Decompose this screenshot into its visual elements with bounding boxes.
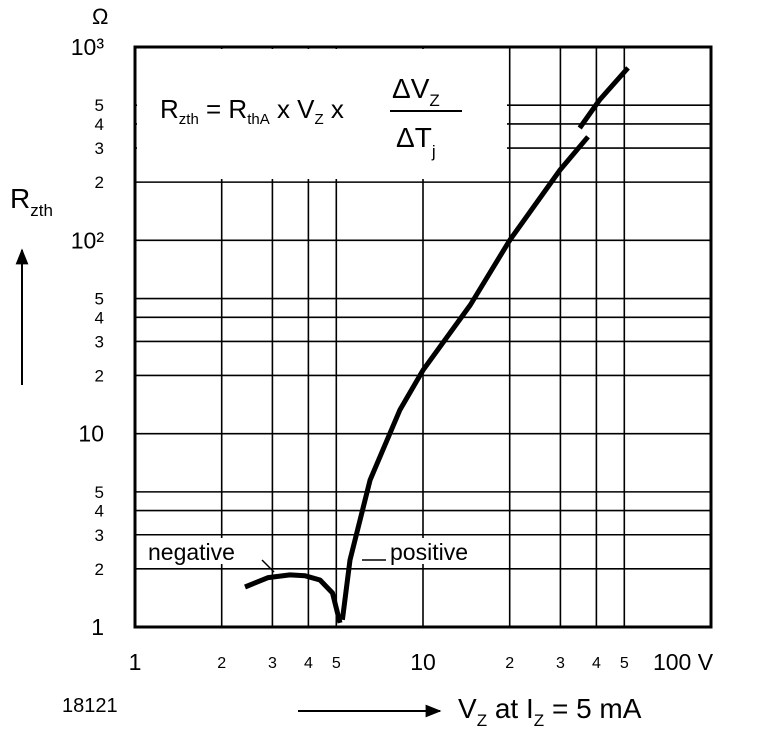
x-label-part: = 5 mA	[544, 693, 642, 724]
x-label-part: V	[458, 693, 477, 724]
x-tick-label: 4	[304, 655, 313, 672]
x-tick-label: 4	[592, 655, 601, 672]
y-label-part: R	[10, 183, 30, 214]
x-tick-label: 10	[410, 649, 436, 675]
y-axis-label: Rzth	[10, 183, 53, 220]
formula-box	[137, 49, 507, 179]
y-tick-label: 5	[95, 96, 104, 115]
formula-part: Z	[429, 91, 439, 110]
formula-part: x	[324, 94, 344, 124]
y-tick-label: 5	[95, 483, 104, 502]
y-tick-label: 3	[95, 526, 104, 545]
curve	[339, 135, 590, 621]
y-tick-label: 3	[95, 139, 104, 158]
x-axis-label: VZ at IZ = 5 mA	[458, 693, 642, 730]
formula-part: ΔV	[392, 73, 430, 104]
y-tick-label: 1	[91, 614, 104, 640]
figure-id: 18121	[62, 695, 118, 717]
x-label-part: Z	[477, 711, 487, 730]
formula-part: Z	[315, 111, 324, 128]
leader-line	[261, 559, 275, 573]
x-tick-label: 5	[332, 655, 341, 672]
y-tick-label: 10²	[71, 227, 105, 253]
annotation-negative: negative	[148, 539, 235, 565]
formula-part: x V	[270, 94, 315, 124]
formula-part: j	[431, 142, 436, 161]
y-tick-label: 10³	[71, 34, 105, 60]
y-tick-label: 2	[95, 173, 104, 192]
formula-part: = R	[199, 94, 247, 124]
annotation-positive: positive	[390, 539, 468, 565]
unit-label: Ω	[92, 4, 108, 29]
formula-denominator: ΔTj	[396, 122, 436, 161]
x-tick-label: 2	[505, 655, 514, 672]
formula-part: ΔT	[396, 122, 432, 153]
x-tick-label: 3	[268, 655, 277, 672]
formula: Rzth = RthA x VZ x	[160, 94, 344, 128]
y-tick-label: 10	[78, 421, 104, 447]
series	[244, 66, 630, 624]
x-tick-label: 1	[129, 649, 142, 675]
y-tick-label: 4	[95, 308, 104, 327]
y-label-part: zth	[30, 201, 53, 220]
x-tick-label: 2	[217, 655, 226, 672]
formula-numerator: ΔVZ	[392, 73, 440, 110]
y-tick-label: 2	[95, 366, 104, 385]
plot-frame	[133, 45, 713, 629]
y-tick-label: 3	[95, 332, 104, 351]
formula-part: thA	[247, 111, 270, 128]
formula-part: R	[160, 94, 179, 124]
x-tick-label: 5	[620, 655, 629, 672]
x-tick-label: 3	[556, 655, 565, 672]
curve	[577, 66, 630, 130]
x-label-part: at I	[487, 693, 534, 724]
curve	[244, 572, 343, 624]
y-tick-label: 4	[95, 115, 104, 134]
y-tick-label: 4	[95, 502, 104, 521]
formula-part: zth	[179, 111, 199, 128]
label-bg	[386, 538, 498, 564]
x-tick-label: 100 V	[653, 649, 714, 675]
y-tick-label: 5	[95, 290, 104, 309]
x-label-part: Z	[534, 711, 544, 730]
label-bg	[145, 538, 263, 564]
y-tick-label: 2	[95, 560, 104, 579]
